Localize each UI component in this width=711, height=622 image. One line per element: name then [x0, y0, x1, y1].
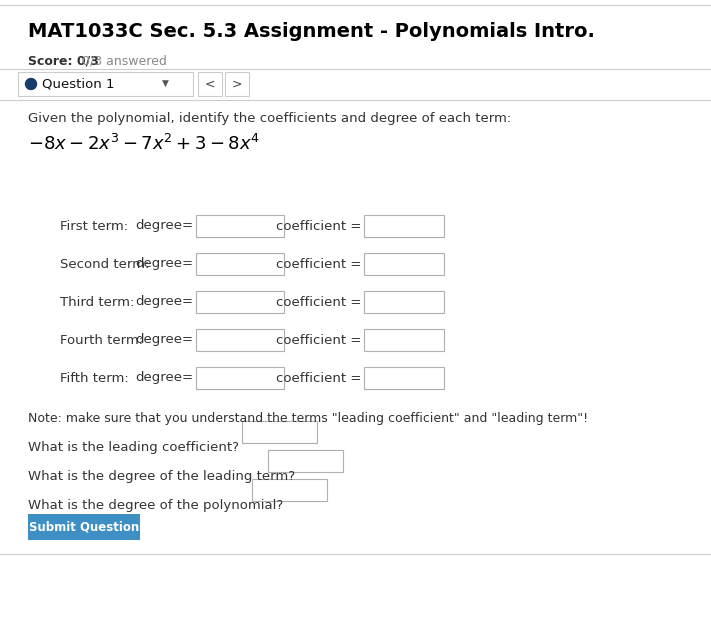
Text: Fifth term:: Fifth term: — [60, 371, 129, 384]
FancyBboxPatch shape — [28, 514, 140, 540]
Circle shape — [26, 78, 36, 90]
Text: MAT1033C Sec. 5.3 Assignment - Polynomials Intro.: MAT1033C Sec. 5.3 Assignment - Polynomia… — [28, 22, 595, 41]
FancyBboxPatch shape — [268, 450, 343, 472]
Text: <: < — [205, 78, 215, 90]
Text: degree=: degree= — [135, 295, 193, 309]
Text: 0/3 answered: 0/3 answered — [82, 54, 167, 67]
FancyBboxPatch shape — [196, 329, 284, 351]
Text: What is the degree of the polynomial?: What is the degree of the polynomial? — [28, 499, 283, 512]
FancyBboxPatch shape — [18, 72, 193, 96]
FancyBboxPatch shape — [196, 253, 284, 275]
Text: degree=: degree= — [135, 333, 193, 346]
Text: Score: 0/3: Score: 0/3 — [28, 54, 99, 67]
FancyBboxPatch shape — [196, 215, 284, 237]
Text: coefficient =: coefficient = — [276, 295, 361, 309]
FancyBboxPatch shape — [364, 215, 444, 237]
Text: First term:: First term: — [60, 220, 128, 233]
Text: What is the degree of the leading term?: What is the degree of the leading term? — [28, 470, 295, 483]
Text: Note: make sure that you understand the terms "leading coefficient" and "leading: Note: make sure that you understand the … — [28, 412, 588, 425]
FancyBboxPatch shape — [198, 72, 222, 96]
FancyBboxPatch shape — [364, 291, 444, 313]
FancyBboxPatch shape — [225, 72, 249, 96]
FancyBboxPatch shape — [242, 421, 317, 443]
FancyBboxPatch shape — [196, 367, 284, 389]
Text: >: > — [232, 78, 242, 90]
Text: ▼: ▼ — [162, 78, 169, 88]
FancyBboxPatch shape — [196, 291, 284, 313]
Text: degree=: degree= — [135, 258, 193, 271]
Text: coefficient =: coefficient = — [276, 371, 361, 384]
Text: coefficient =: coefficient = — [276, 220, 361, 233]
Text: Given the polynomial, identify the coefficients and degree of each term:: Given the polynomial, identify the coeff… — [28, 112, 511, 125]
Text: coefficient =: coefficient = — [276, 333, 361, 346]
FancyBboxPatch shape — [364, 329, 444, 351]
Text: coefficient =: coefficient = — [276, 258, 361, 271]
Text: Second term:: Second term: — [60, 258, 149, 271]
Text: Fourth term:: Fourth term: — [60, 333, 143, 346]
Text: Question 1: Question 1 — [42, 78, 114, 90]
FancyBboxPatch shape — [364, 253, 444, 275]
Text: Third term:: Third term: — [60, 295, 134, 309]
Text: What is the leading coefficient?: What is the leading coefficient? — [28, 441, 239, 454]
FancyBboxPatch shape — [252, 479, 327, 501]
Text: degree=: degree= — [135, 220, 193, 233]
Text: Submit Question: Submit Question — [29, 521, 139, 534]
FancyBboxPatch shape — [364, 367, 444, 389]
Text: $-8x - 2x^3 - 7x^2 + 3 - 8x^4$: $-8x - 2x^3 - 7x^2 + 3 - 8x^4$ — [28, 134, 260, 154]
Text: degree=: degree= — [135, 371, 193, 384]
